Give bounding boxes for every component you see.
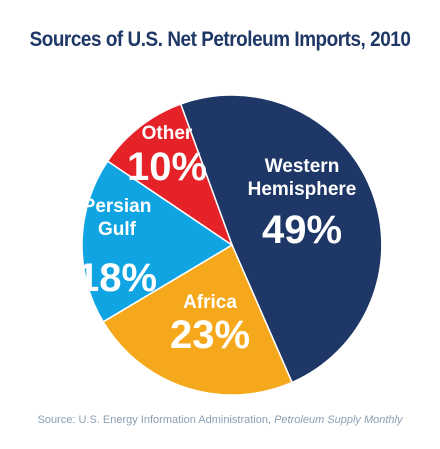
- source-prefix: Source: U.S. Energy Information Administ…: [37, 414, 275, 426]
- slice-value-other: 10%: [127, 145, 207, 189]
- slice-value-persian-gulf: 18%: [77, 256, 157, 300]
- source-note: Source: U.S. Energy Information Administ…: [0, 414, 440, 426]
- slice-label-persian-gulf-line0: Persian: [83, 196, 152, 217]
- source-publication: Petroleum Supply Monthly: [274, 414, 403, 426]
- slice-label-other-line0: Other: [142, 123, 193, 144]
- slice-label-western-hemisphere-line1: Hemisphere: [248, 179, 357, 200]
- pie-slice-western-hemisphere: [179, 94, 383, 384]
- slice-value-africa: 23%: [170, 313, 250, 357]
- slice-value-western-hemisphere: 49%: [262, 208, 342, 252]
- pie-slice-other: [106, 103, 234, 247]
- slice-label-western-hemisphere-line0: Western: [265, 156, 340, 177]
- slice-label-africa-line0: Africa: [183, 292, 237, 313]
- pie-slice-africa: [102, 243, 294, 396]
- pie-slice-persian-gulf: [81, 160, 234, 323]
- slice-label-persian-gulf-line1: Gulf: [98, 219, 137, 240]
- chart-title: Sources of U.S. Net Petroleum Imports, 2…: [29, 28, 411, 51]
- pie-slices: [81, 94, 383, 396]
